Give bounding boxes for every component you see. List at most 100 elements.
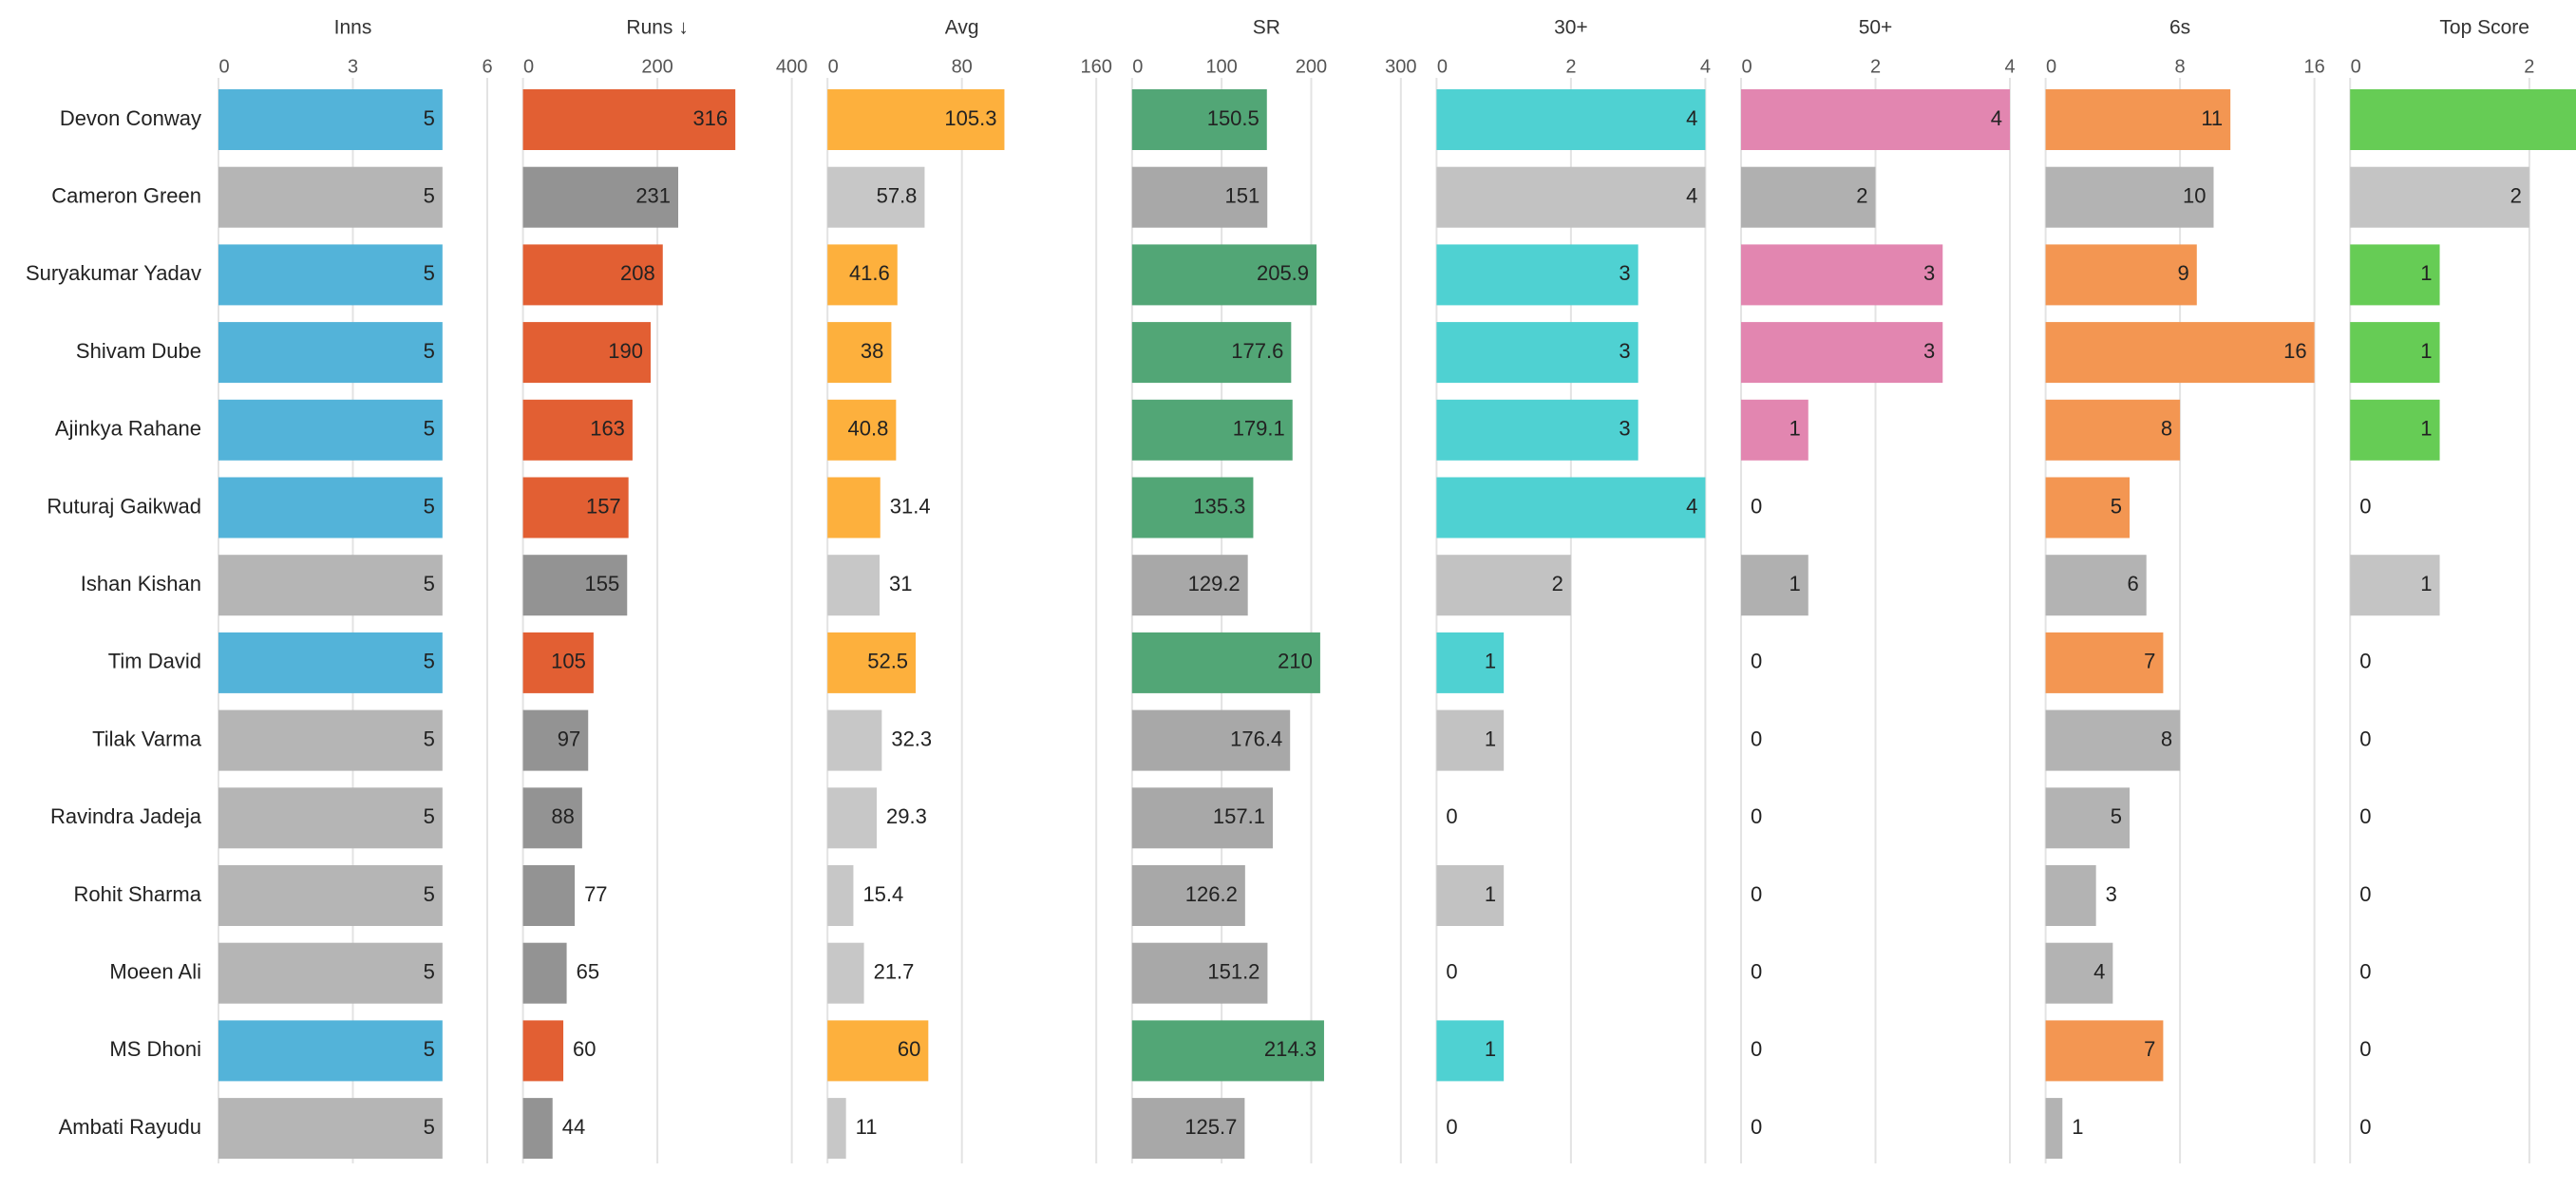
bar — [2350, 166, 2529, 228]
bar — [218, 865, 443, 926]
player-label: Devon Conway — [60, 106, 201, 130]
bar — [218, 89, 443, 150]
value-label: 2 — [2510, 184, 2522, 208]
bar — [218, 787, 443, 849]
value-label: 6 — [2127, 572, 2138, 595]
bar — [522, 865, 576, 926]
bar — [1131, 166, 1268, 228]
tick-label: 100 — [1205, 56, 1237, 77]
value-label: 208 — [620, 261, 655, 285]
bar — [827, 244, 898, 306]
value-label: 38 — [861, 339, 883, 363]
player-label: Ruturaj Gaikwad — [47, 494, 201, 518]
tick-label: 80 — [952, 56, 973, 77]
value-label: 1 — [2420, 417, 2432, 441]
panel-top: Top Score0232111010000000 — [2349, 17, 2576, 1163]
tick-label: 300 — [1385, 56, 1416, 77]
bar — [2350, 555, 2440, 616]
bar — [1131, 632, 1320, 693]
tick-label: 0 — [828, 56, 839, 77]
value-label: 177.6 — [1231, 339, 1283, 363]
value-label: 11 — [856, 1115, 878, 1139]
value-label: 41.6 — [849, 261, 890, 285]
value-label: 5 — [424, 106, 435, 130]
value-label: 1 — [1790, 417, 1801, 441]
panel-title: 30+ — [1554, 17, 1588, 39]
value-label: 1 — [2420, 339, 2432, 363]
bar — [2045, 942, 2113, 1004]
bar — [827, 166, 925, 228]
value-label: 5 — [424, 572, 435, 595]
bar — [1131, 477, 1254, 538]
tick-label: 200 — [641, 56, 672, 77]
value-label: 0 — [1446, 960, 1457, 984]
panel-fifty: 50+ 0 2 4 4 2 3 3 1 0 1 0 0 0 0 0 0 0 — [1740, 17, 2016, 1163]
value-label: 3 — [1923, 261, 1935, 285]
bar — [2045, 322, 2315, 384]
bar — [1436, 555, 1571, 616]
tick-label: 0 — [2351, 56, 2361, 77]
value-label: 155 — [585, 572, 620, 595]
value-label: 40.8 — [848, 417, 889, 441]
value-label: 176.4 — [1230, 727, 1282, 750]
bar — [522, 477, 629, 538]
value-label: 2 — [1552, 572, 1563, 595]
value-label: 7 — [2144, 650, 2155, 673]
player-label: MS Dhoni — [109, 1037, 201, 1061]
value-label: 1 — [2420, 572, 2432, 595]
value-label: 5 — [424, 417, 435, 441]
value-label: 15.4 — [862, 882, 903, 906]
value-label: 0 — [1446, 804, 1457, 828]
bar — [827, 942, 864, 1004]
value-label: 157.1 — [1213, 804, 1265, 828]
bar — [1436, 399, 1638, 461]
bar — [522, 399, 633, 461]
value-label: 77 — [584, 882, 607, 906]
value-label: 5 — [424, 804, 435, 828]
value-label: 5 — [424, 650, 435, 673]
value-label: 0 — [1751, 804, 1762, 828]
bar — [2045, 555, 2147, 616]
value-label: 0 — [2359, 1115, 2371, 1139]
panel-title: SR — [1253, 17, 1280, 39]
value-label: 231 — [635, 184, 671, 208]
value-label: 5 — [424, 727, 435, 750]
value-label: 5 — [424, 494, 435, 518]
bar — [827, 322, 892, 384]
bar — [218, 555, 443, 616]
tick-label: 4 — [2004, 56, 2015, 77]
tick-label: 0 — [523, 56, 534, 77]
bar — [522, 709, 589, 771]
bar — [1131, 555, 1248, 616]
panel-title: Top Score — [2439, 17, 2529, 39]
bar — [1131, 787, 1273, 849]
bar — [827, 555, 881, 616]
player-label: Moeen Ali — [109, 960, 201, 984]
value-label: 2 — [1856, 184, 1867, 208]
bar — [827, 787, 878, 849]
value-label: 4 — [1686, 106, 1697, 130]
value-label: 214.3 — [1264, 1037, 1316, 1061]
player-label: Ravindra Jadeja — [50, 804, 202, 828]
value-label: 1 — [1485, 1037, 1496, 1061]
value-label: 5 — [424, 960, 435, 984]
bar — [2045, 709, 2181, 771]
player-label: Cameron Green — [51, 184, 201, 208]
value-label: 5 — [2111, 494, 2122, 518]
value-label: 88 — [551, 804, 574, 828]
bar — [1436, 1020, 1505, 1082]
panel-title: 50+ — [1859, 17, 1893, 39]
panel-title: Inns — [334, 17, 372, 39]
bar — [522, 942, 567, 1004]
value-label: 5 — [424, 1115, 435, 1139]
value-label: 105.3 — [944, 106, 996, 130]
bar — [2045, 865, 2096, 926]
value-label: 125.7 — [1184, 1115, 1237, 1139]
value-label: 0 — [1751, 494, 1762, 518]
bar — [2350, 244, 2440, 306]
bar — [522, 1098, 553, 1160]
bar — [218, 322, 443, 384]
player-label: Tim David — [108, 650, 201, 673]
value-label: 8 — [2161, 727, 2172, 750]
bar — [522, 787, 582, 849]
